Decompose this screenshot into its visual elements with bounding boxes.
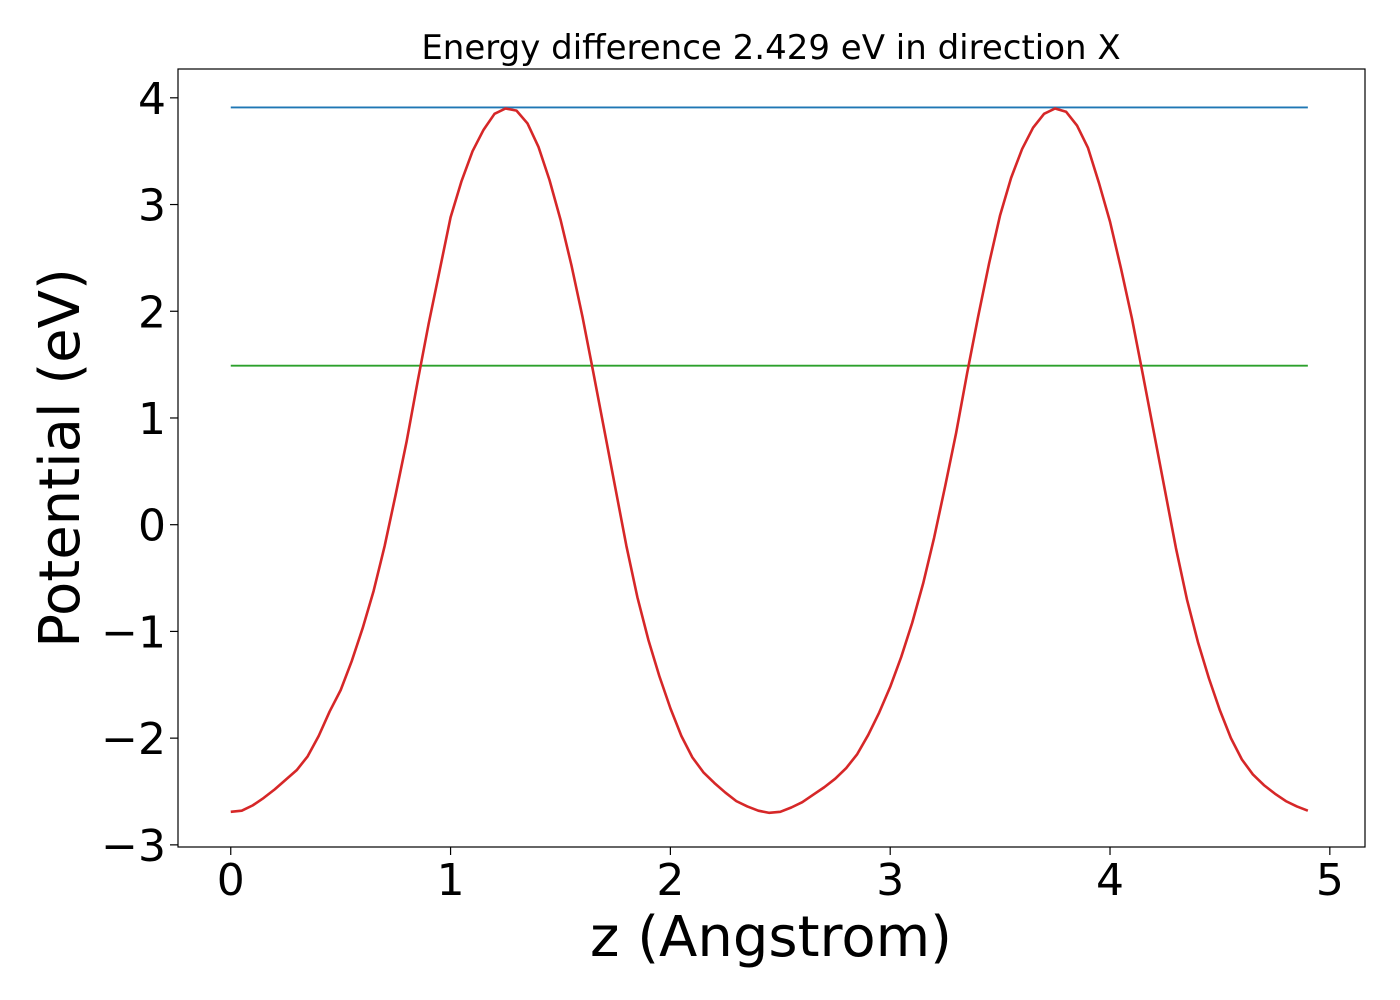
y-tick-label: 3 bbox=[138, 181, 166, 232]
y-tick-label: 1 bbox=[138, 394, 166, 445]
x-tick-label: 0 bbox=[217, 855, 245, 906]
series-line-0 bbox=[230, 107, 1309, 815]
x-axis-ticks: 0 1 2 3 4 5 bbox=[217, 847, 1344, 906]
y-tick-label: −1 bbox=[101, 607, 166, 658]
x-axis-label: z (Angstrom) bbox=[590, 905, 952, 970]
y-tick-label: 4 bbox=[138, 74, 166, 125]
chart-title: Energy difference 2.429 eV in direction … bbox=[421, 28, 1120, 68]
x-tick-label: 2 bbox=[656, 855, 684, 906]
y-tick-label: 2 bbox=[138, 287, 166, 338]
x-tick-label: 4 bbox=[1096, 855, 1124, 906]
series-layer bbox=[230, 106, 1309, 815]
x-tick-label: 1 bbox=[437, 855, 465, 906]
y-tick-label: 0 bbox=[138, 501, 166, 552]
y-tick-label: −3 bbox=[101, 821, 166, 872]
x-tick-label: 3 bbox=[876, 855, 904, 906]
y-axis-ticks: −3 −2 −1 0 1 2 3 4 bbox=[101, 74, 178, 872]
y-tick-label: −2 bbox=[101, 714, 166, 765]
plot-frame bbox=[177, 68, 1366, 848]
y-axis-label: Potential (eV) bbox=[28, 268, 93, 648]
x-tick-label: 5 bbox=[1316, 855, 1344, 906]
